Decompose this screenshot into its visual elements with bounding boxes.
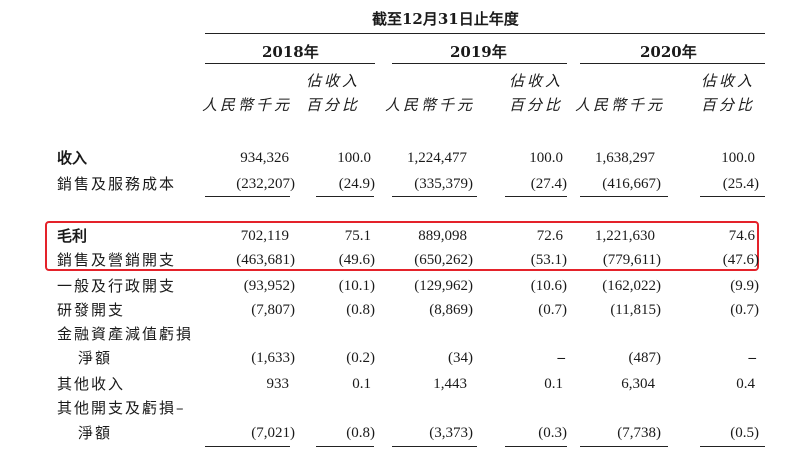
cell-revenue-2019-amt: 1,224,477: [407, 150, 467, 166]
cell-oi-2019-pct: 0.1: [544, 376, 563, 392]
cell-rnd-2020-amt: (11,815): [610, 302, 661, 318]
cell-sell-2018-amt: (463,681): [236, 252, 295, 268]
cell-imp-2019-amt: (34): [448, 350, 473, 366]
cell-cos-2018-amt: (232,207): [236, 176, 295, 192]
period-header: 截至12月31日止年度: [372, 10, 519, 28]
cell-oe-2018-pct: (0.8): [346, 425, 375, 441]
cell-oe-2019-amt: (3,373): [429, 425, 473, 441]
pct-header-2020-l1: 佔收入: [700, 72, 755, 90]
cell-gp-2020-amt: 1,221,630: [595, 228, 655, 244]
highlight-box: [45, 221, 759, 271]
cell-cos-2020-pct: (25.4): [722, 176, 759, 192]
subtotal-line: [580, 446, 668, 447]
cell-cos-2020-amt: (416,667): [602, 176, 661, 192]
pct-header-2019-l1: 佔收入: [508, 72, 563, 90]
row-label-other-expenses-net: 淨額: [78, 424, 113, 442]
cell-imp-2019-pct: –: [557, 350, 566, 366]
cell-rnd-2018-pct: (0.8): [346, 302, 375, 318]
cell-oe-2018-amt: (7,021): [251, 425, 295, 441]
cell-oi-2018-amt: 933: [266, 376, 290, 392]
row-label-impairment: 金融資產減值虧損: [57, 325, 194, 343]
amount-header-2018: 人民幣千元: [202, 96, 293, 114]
cell-oi-2019-amt: 1,443: [433, 376, 467, 392]
subtotal-line: [205, 196, 290, 197]
pct-header-2019-l2: 百分比: [508, 96, 563, 114]
pct-header-2020-l2: 百分比: [700, 96, 755, 114]
cell-oi-2020-amt: 6,304: [621, 376, 655, 392]
cell-gp-2020-pct: 74.6: [728, 228, 755, 244]
year-header-2018: 2018年: [262, 43, 319, 61]
row-label-revenue: 收入: [57, 149, 88, 167]
row-label-cost-of-sales: 銷售及服務成本: [57, 175, 177, 193]
amount-header-2019: 人民幣千元: [385, 96, 476, 114]
subtotal-line: [316, 196, 374, 197]
cell-cos-2019-amt: (335,379): [414, 176, 473, 192]
cell-sell-2020-amt: (779,611): [602, 252, 661, 268]
year-underline-2020: [580, 63, 765, 64]
cell-gp-2019-amt: 889,098: [418, 228, 467, 244]
cell-oe-2019-pct: (0.3): [538, 425, 567, 441]
cell-rnd-2018-amt: (7,807): [251, 302, 295, 318]
cell-sell-2020-pct: (47.6): [722, 252, 759, 268]
cell-sell-2019-pct: (53.1): [530, 252, 567, 268]
cell-gp-2019-pct: 72.6: [536, 228, 563, 244]
subtotal-line: [505, 446, 567, 447]
pct-header-2018-l2: 百分比: [305, 96, 360, 114]
row-label-selling-expenses: 銷售及營銷開支: [57, 251, 177, 269]
year-underline-2018: [205, 63, 375, 64]
cell-admin-2019-amt: (129,962): [414, 278, 473, 294]
cell-imp-2018-amt: (1,633): [251, 350, 295, 366]
row-label-other-income: 其他收入: [57, 375, 126, 393]
year-header-2019: 2019年: [450, 43, 507, 61]
row-label-admin-expenses: 一般及行政開支: [57, 277, 177, 295]
year-underline-2019: [392, 63, 567, 64]
subtotal-line: [392, 196, 477, 197]
cell-gp-2018-pct: 75.1: [344, 228, 371, 244]
cell-admin-2020-amt: (162,022): [602, 278, 661, 294]
cell-rnd-2019-pct: (0.7): [538, 302, 567, 318]
row-label-other-expenses: 其他開支及虧損–: [57, 399, 186, 417]
cell-oi-2020-pct: 0.4: [736, 376, 755, 392]
cell-sell-2019-amt: (650,262): [414, 252, 473, 268]
cell-revenue-2018-amt: 934,326: [240, 150, 289, 166]
subtotal-line: [505, 196, 567, 197]
row-label-gross-profit: 毛利: [57, 227, 88, 245]
row-label-rnd-expenses: 研發開支: [57, 301, 126, 319]
subtotal-line: [392, 446, 477, 447]
cell-oe-2020-amt: (7,738): [617, 425, 661, 441]
subtotal-line: [316, 446, 374, 447]
amount-header-2020: 人民幣千元: [575, 96, 666, 114]
row-label-impairment-net: 淨額: [78, 349, 113, 367]
cell-imp-2018-pct: (0.2): [346, 350, 375, 366]
pct-header-2018-l1: 佔收入: [305, 72, 360, 90]
cell-admin-2020-pct: (9.9): [730, 278, 759, 294]
year-header-2020: 2020年: [640, 43, 697, 61]
cell-admin-2018-pct: (10.1): [338, 278, 375, 294]
cell-revenue-2019-pct: 100.0: [529, 150, 563, 166]
cell-gp-2018-amt: 702,119: [240, 228, 289, 244]
subtotal-line: [700, 196, 765, 197]
cell-revenue-2018-pct: 100.0: [337, 150, 371, 166]
cell-admin-2018-amt: (93,952): [243, 278, 295, 294]
cell-rnd-2019-amt: (8,869): [429, 302, 473, 318]
cell-revenue-2020-amt: 1,638,297: [595, 150, 655, 166]
subtotal-line: [700, 446, 765, 447]
cell-revenue-2020-pct: 100.0: [721, 150, 755, 166]
cell-oe-2020-pct: (0.5): [730, 425, 759, 441]
cell-rnd-2020-pct: (0.7): [730, 302, 759, 318]
period-underline: [205, 33, 765, 34]
cell-cos-2019-pct: (27.4): [530, 176, 567, 192]
subtotal-line: [205, 446, 290, 447]
subtotal-line: [580, 196, 668, 197]
cell-imp-2020-pct: –: [748, 350, 757, 366]
cell-imp-2020-amt: (487): [628, 350, 662, 366]
cell-oi-2018-pct: 0.1: [352, 376, 371, 392]
cell-admin-2019-pct: (10.6): [530, 278, 567, 294]
cell-sell-2018-pct: (49.6): [338, 252, 375, 268]
cell-cos-2018-pct: (24.9): [338, 176, 375, 192]
